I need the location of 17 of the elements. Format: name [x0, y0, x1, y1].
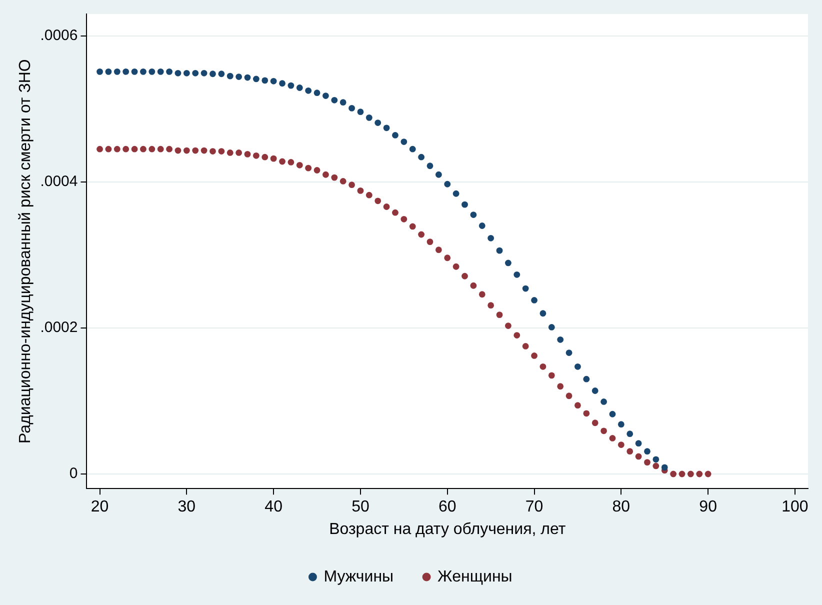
x-tick-label: 90: [699, 498, 718, 516]
y-tick-label: .0004: [40, 173, 78, 190]
x-tick-label: 40: [264, 498, 283, 516]
x-tick-label: 20: [90, 498, 109, 516]
legend-label: Мужчины: [324, 568, 394, 586]
x-tick-label: 80: [612, 498, 630, 516]
y-axis-title: Радиационно-индуцированный риск смерти от ЗНО: [17, 59, 34, 444]
y-tick-label: .0002: [40, 319, 78, 336]
x-tick-label: 60: [438, 498, 456, 516]
legend-label: Женщины: [438, 568, 512, 586]
x-tick-label: 50: [352, 498, 370, 516]
y-tick-label: .0006: [40, 27, 78, 44]
x-tick-label: 30: [178, 498, 196, 516]
y-tick-label: 0: [69, 465, 78, 482]
x-tick-label: 100: [782, 498, 808, 516]
x-tick-label: 70: [525, 498, 544, 516]
x-axis-title: Возраст на дату облучения, лет: [329, 520, 566, 538]
